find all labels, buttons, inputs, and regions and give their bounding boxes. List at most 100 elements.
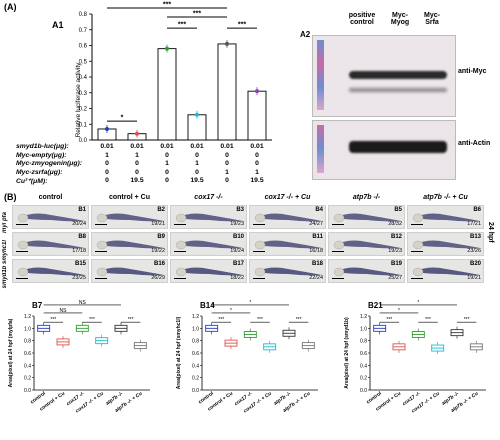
box-chart-B14: B14 0.0 0.2 0.4 0.6 0.8 1.0 1.2 Area(pixel) at 2… (176, 300, 318, 414)
b-column-title: atp7b -/- (352, 194, 381, 201)
b-column-title: cox17 -/- (194, 194, 223, 201)
box-chart-title: B21 (368, 301, 383, 310)
scale-bar (253, 277, 265, 279)
a1-cell: 0 (255, 160, 259, 167)
a1-label: A1 (52, 20, 64, 30)
scale-bar (411, 250, 423, 252)
a2-label: A2 (300, 30, 311, 39)
side-label-mylpfa: myl pfa (2, 212, 8, 234)
ladder-2 (317, 125, 324, 173)
embryo-stain (17, 240, 85, 250)
fish-tag: B1 (78, 207, 86, 213)
myc-band (349, 71, 447, 79)
a1-row-label: Myc-zsrfa(μg): (16, 168, 63, 176)
embryo-stain (17, 267, 85, 277)
box-sig-label: * (417, 300, 419, 306)
a1-bar (247, 90, 267, 141)
a1-table-row: smyd1b-luc(μg): 0.01 0.01 0.01 0.01 0.01 0.01 (8, 143, 278, 152)
b-column-title: control (38, 194, 63, 201)
fish-count: 28/32 (388, 221, 402, 227)
fish-count: 19/22 (151, 248, 165, 254)
fish-image: B1 20/24 (12, 205, 89, 229)
a1-cell: 19.5 (190, 177, 204, 184)
box-ytick-label: 1.2 (24, 314, 31, 320)
embryo-stain (96, 240, 164, 250)
side-label-smyd1b: smyd1b smyhc1l (2, 240, 8, 289)
fish-image: B3 19/23 (170, 205, 247, 229)
box-sig-label: *** (425, 317, 431, 323)
scale-bar (411, 277, 423, 279)
box-sig-label: * (249, 300, 251, 306)
a1-row-label: Myc-empty(μg): (16, 151, 67, 159)
box-sig-label: *** (50, 317, 56, 323)
fish-tag: B6 (473, 207, 481, 213)
a1-cell: 1 (255, 168, 259, 176)
embryo-stain (17, 213, 85, 223)
box-ytick-label: 1.0 (192, 326, 199, 332)
fish-count: 17/21 (467, 221, 481, 227)
embryo-stain (333, 267, 401, 277)
box-chart-B21: B21 0.0 0.2 0.4 0.6 0.8 1.0 1.2 Area(pixel) at 2… (344, 300, 486, 414)
a1-sig-label: *** (238, 22, 246, 29)
a1-ytick-label: 0.7 (79, 28, 88, 34)
a1-ytick-label: 0.5 (79, 59, 88, 65)
fish-tag: B10 (232, 234, 244, 240)
a1-ytick-label: 0.3 (79, 91, 88, 97)
b-column-title: control + Cu (108, 194, 151, 201)
scale-bar (95, 250, 107, 252)
fish-count: 19/24 (230, 248, 244, 254)
a1-cell: 1 (225, 168, 229, 176)
fish-image: B20 19/21 (407, 259, 484, 283)
fish-image: B16 26/29 (91, 259, 168, 283)
box-ytick-label: 0.8 (360, 339, 367, 345)
fish-count: 23/25 (72, 275, 86, 281)
fish-tag: B12 (390, 234, 402, 240)
a1-sig-label: *** (178, 22, 186, 29)
fish-image: B13 23/26 (407, 232, 484, 256)
box-ylabel: Area(pixel) at 24 hpf (smyd1b) (344, 317, 350, 389)
box-ytick-label: 0.6 (24, 351, 31, 357)
scale-bar (95, 277, 107, 279)
embryo-stain (333, 213, 401, 223)
box-ytick-label: 0.2 (24, 376, 31, 382)
box-ytick-label: 0.6 (360, 351, 367, 357)
a2-col1: positive control (348, 12, 376, 26)
a1-cell: 0 (165, 151, 169, 159)
box-sig-label: *** (89, 317, 95, 323)
fish-count: 19/21 (467, 275, 481, 281)
a1-cell: 0.01 (250, 143, 264, 150)
box-ytick-label: 0.0 (24, 388, 31, 394)
a1-table-row: Myc-empty(μg): 1 1 0 0 0 0 (8, 152, 278, 161)
a1-chart: A1 0.00.10.20.30.40.50.60.70.8 *********… (52, 2, 272, 144)
a1-cell: 1 (195, 160, 199, 167)
anti-myc-membrane (312, 35, 456, 117)
myc-band-faint (349, 88, 447, 92)
fish-count: 19/23 (230, 221, 244, 227)
a1-cell: 0 (225, 160, 229, 167)
a1-cell: 19.5 (250, 177, 264, 184)
fish-count: 19/23 (388, 248, 402, 254)
a1-cell: 0 (105, 168, 109, 176)
box-chart-B7: B7 0.0 0.2 0.4 0.6 0.8 1.0 1.2 Area(pixel) at 24… (8, 300, 150, 414)
embryo-stain (254, 213, 322, 223)
fish-count: 18/22 (230, 275, 244, 281)
a1-bar (217, 43, 237, 141)
a1-cell: 0 (195, 168, 199, 176)
fish-image: B12 19/23 (328, 232, 405, 256)
box-charts: B7 0.0 0.2 0.4 0.6 0.8 1.0 1.2 Area(pixel) at 24… (8, 300, 486, 414)
a1-cell: 19.5 (130, 177, 144, 184)
a1-bar (157, 48, 177, 141)
fish-tag: B17 (232, 261, 244, 267)
fish-count: 23/26 (467, 248, 481, 254)
a1-cell: 0 (135, 160, 139, 167)
box-ytick-label: 0.8 (192, 339, 199, 345)
a1-cell: 1 (105, 151, 109, 159)
box-ytick-label: 0.4 (360, 363, 367, 369)
a1-point (105, 126, 109, 131)
a1-cell: 0.01 (220, 143, 234, 150)
box-ytick-label: 0.0 (360, 388, 367, 394)
scale-bar (253, 223, 265, 225)
anti-actin-label: anti-Actin (458, 140, 491, 147)
box-ytick-label: 1.2 (192, 314, 199, 320)
box-ytick-label: 1.0 (360, 326, 367, 332)
